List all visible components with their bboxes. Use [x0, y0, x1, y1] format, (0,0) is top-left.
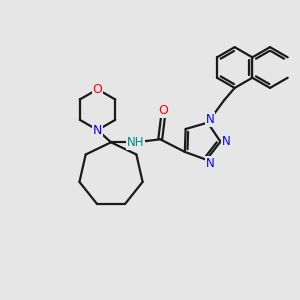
- Text: N: N: [93, 124, 102, 136]
- Text: O: O: [158, 104, 168, 117]
- Text: N: N: [206, 157, 214, 170]
- Text: NH: NH: [127, 136, 144, 149]
- Text: O: O: [93, 83, 103, 96]
- Text: N: N: [206, 112, 214, 126]
- Text: N: N: [221, 135, 230, 148]
